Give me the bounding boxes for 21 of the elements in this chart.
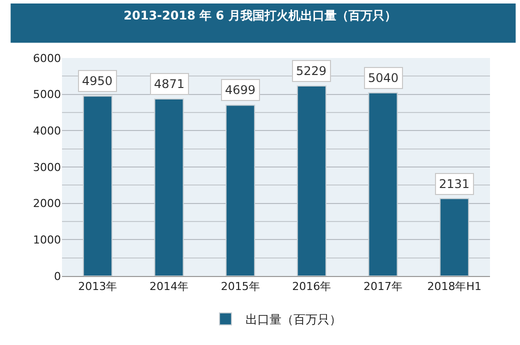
y-tick-label: 5000 [33,88,61,102]
chart-title: 2013-2018 年 6 月我国打火机出口量（百万只） [124,8,396,23]
y-tick-label: 1000 [33,234,61,247]
y-tick-label: 6000 [33,52,61,65]
x-tick-label: 2014年 [150,280,188,294]
data-label: 4950 [82,74,113,88]
y-tick-label: 4000 [33,124,61,138]
x-tick-label: 2016年 [292,280,332,294]
data-label: 2131 [439,177,470,191]
data-label: 4699 [225,83,256,97]
data-label: 4871 [154,77,185,91]
y-tick-label: 2000 [33,197,61,210]
legend-label: 出口量（百万只） [246,312,342,327]
data-label: 5040 [368,71,399,85]
x-tick-label: 2015年 [220,280,260,294]
y-tick-label: 0 [54,270,61,283]
x-tick-label: 2017年 [364,280,402,294]
x-tick-label: 2013年 [78,280,118,294]
data-label: 5229 [296,64,327,78]
x-tick-label: 2018年H1 [427,280,482,294]
y-tick-label: 3000 [33,160,61,174]
